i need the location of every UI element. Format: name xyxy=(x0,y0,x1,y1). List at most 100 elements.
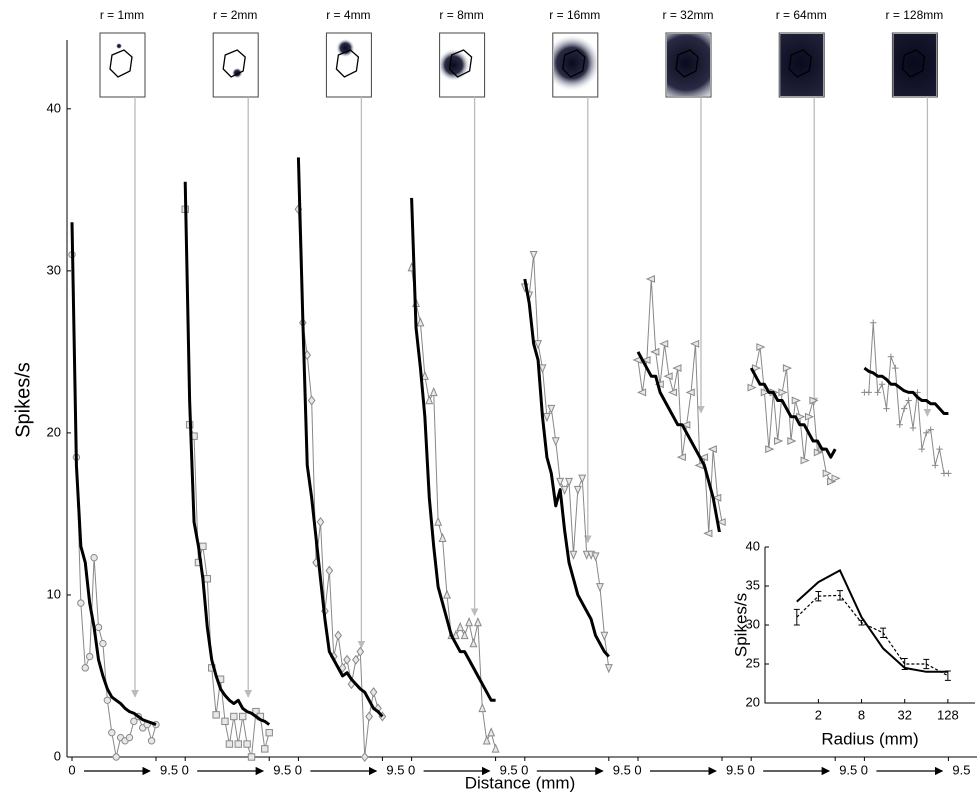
data-point xyxy=(317,518,323,526)
x-tick-label: 0 xyxy=(295,762,302,777)
panel-title: r = 8mm xyxy=(439,8,483,22)
x-tick-label: 9.5 xyxy=(613,762,631,777)
data-point xyxy=(235,741,241,747)
data-point xyxy=(213,712,219,718)
data-point xyxy=(910,425,916,431)
data-point xyxy=(370,688,376,696)
data-point xyxy=(353,656,359,664)
x-tick-label: 0 xyxy=(634,762,641,777)
model-line xyxy=(864,368,948,413)
y-tick-label: 20 xyxy=(47,424,61,439)
y-tick-label: 30 xyxy=(47,262,61,277)
data-point xyxy=(444,591,450,598)
model-line xyxy=(185,182,269,725)
thumbnail-frame xyxy=(100,33,145,97)
data-point xyxy=(344,656,350,664)
panel-title: r = 128mm xyxy=(886,8,944,22)
y-tick-label: 10 xyxy=(47,586,61,601)
data-point xyxy=(222,718,228,724)
data-point xyxy=(435,518,441,525)
data-point xyxy=(901,405,907,411)
x-tick-label: 0 xyxy=(68,762,75,777)
data-point xyxy=(879,381,885,387)
y-tick-label: 0 xyxy=(54,748,61,763)
x-tick-label: 9.5 xyxy=(273,762,291,777)
data-point xyxy=(553,438,559,445)
data-point xyxy=(601,632,607,639)
data-point xyxy=(362,753,368,761)
data-point xyxy=(126,734,132,740)
data-point xyxy=(475,618,481,625)
inset-x-tick-label: 128 xyxy=(937,707,959,722)
data-point xyxy=(109,729,115,735)
stimulus-blob xyxy=(232,68,243,79)
data-point xyxy=(892,365,898,371)
data-point xyxy=(470,639,476,646)
panel-title: r = 16mm xyxy=(549,8,600,22)
data-line xyxy=(751,347,835,481)
x-tick-label: 9.5 xyxy=(839,762,857,777)
inset-x-tick-label: 8 xyxy=(858,707,865,722)
data-point xyxy=(544,414,550,421)
x-tick-label: 0 xyxy=(182,762,189,777)
data-point xyxy=(466,618,472,625)
x-axis-label: Distance (mm) xyxy=(465,773,576,792)
stimulus-blob xyxy=(714,0,886,149)
data-point xyxy=(823,470,830,476)
data-point xyxy=(226,741,232,747)
data-point xyxy=(919,446,925,452)
data-point xyxy=(561,486,567,493)
data-point xyxy=(335,631,341,639)
data-point xyxy=(874,389,880,395)
data-point xyxy=(488,728,494,735)
data-point xyxy=(897,422,903,428)
model-line xyxy=(412,198,496,700)
data-point xyxy=(597,584,603,591)
data-line xyxy=(185,209,269,757)
data-point xyxy=(431,388,437,395)
y-axis-label: Spikes/s xyxy=(12,362,34,438)
data-point xyxy=(530,251,536,258)
data-point xyxy=(244,741,250,747)
thumbnail xyxy=(763,0,977,214)
data-point xyxy=(366,712,372,720)
data-point xyxy=(239,713,245,719)
data-point xyxy=(308,396,314,404)
model-line xyxy=(298,157,382,716)
x-tick-label: 0 xyxy=(748,762,755,777)
data-point xyxy=(204,576,210,582)
figure: Spikes/s 01020304009.5r = 1mm09.5r = 2mm… xyxy=(0,0,977,800)
y-tick-label: 40 xyxy=(47,100,61,115)
data-line xyxy=(864,323,948,474)
inset-x-label: Radius (mm) xyxy=(821,729,918,748)
panel-title: r = 4mm xyxy=(326,8,370,22)
x-tick-label: 9.5 xyxy=(952,762,970,777)
data-line xyxy=(525,255,609,668)
data-line xyxy=(72,255,156,757)
data-point xyxy=(78,600,84,606)
data-point xyxy=(148,738,154,744)
data-point xyxy=(231,713,237,719)
data-point xyxy=(606,665,612,672)
data-point xyxy=(932,462,938,468)
data-line xyxy=(412,268,496,749)
data-point xyxy=(91,554,97,560)
x-tick-label: 9.5 xyxy=(160,762,178,777)
model-line xyxy=(72,222,156,724)
x-tick-label: 9.5 xyxy=(386,762,404,777)
data-point xyxy=(200,543,206,549)
x-tick-label: 0 xyxy=(408,762,415,777)
data-point xyxy=(945,470,951,476)
data-point xyxy=(592,553,598,560)
data-point xyxy=(248,754,254,760)
data-point xyxy=(575,486,581,493)
data-point xyxy=(866,389,872,395)
inset-y-tick-label: 40 xyxy=(746,538,760,553)
panel-title: r = 64mm xyxy=(776,8,827,22)
data-point xyxy=(570,551,576,558)
data-line xyxy=(638,279,722,533)
data-point xyxy=(457,623,463,630)
inset-y-label: Spikes/s xyxy=(731,593,750,657)
data-point xyxy=(104,697,110,703)
data-point xyxy=(95,624,101,630)
